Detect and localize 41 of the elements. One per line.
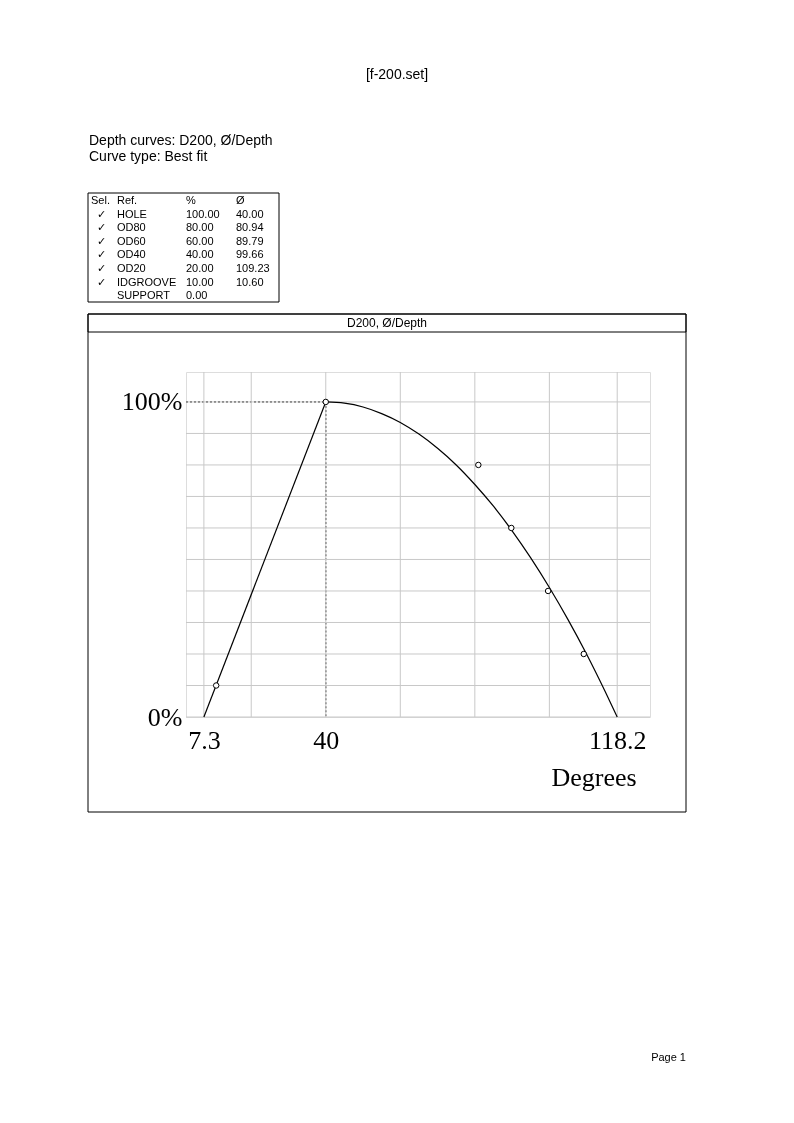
text: Depth curves: D200, Ø/Depth: [89, 132, 273, 148]
text: 109.23: [236, 262, 270, 274]
text: Page 1: [651, 1051, 686, 1063]
text: 10.60: [236, 275, 264, 288]
text: ✓: [97, 207, 106, 220]
text: SUPPORT: [117, 289, 171, 302]
text: 60.00: [186, 234, 214, 247]
text: ✓: [97, 248, 106, 261]
text: 80.94: [236, 221, 264, 234]
x-tick-label: 7.3: [188, 725, 221, 755]
text: Curve type: Best fit: [89, 148, 208, 164]
x-tick-label: 118.2: [588, 725, 647, 755]
text: Ref.: [117, 194, 138, 206]
x-tick-label: 40: [313, 725, 340, 755]
text: 20.00: [186, 262, 214, 274]
y-tick-label: 100%: [121, 387, 183, 417]
text: 40.00: [236, 207, 264, 220]
text: 100.00: [186, 207, 220, 220]
text: 89.79: [236, 234, 264, 247]
text: OD60: [117, 234, 146, 247]
text: ✓: [97, 262, 106, 274]
text: 80.00: [186, 221, 214, 234]
text: Sel.: [91, 194, 110, 206]
text: ✓: [97, 234, 106, 247]
text: ✓: [97, 275, 106, 288]
text: 99.66: [236, 248, 264, 261]
text: [f-200.set]: [365, 66, 429, 82]
text: 0.00: [186, 289, 208, 302]
y-tick-label: 0%: [147, 702, 183, 732]
text: 10.00: [186, 275, 214, 288]
text: OD80: [117, 221, 146, 234]
text: OD40: [117, 248, 146, 261]
text: IDGROOVE: [117, 275, 177, 288]
text: %: [186, 194, 196, 206]
chart-title: D200, Ø/Depth: [346, 316, 428, 330]
text: OD20: [117, 262, 146, 274]
text: HOLE: [117, 207, 147, 220]
text: ✓: [97, 221, 106, 234]
text: 40.00: [186, 248, 214, 261]
x-axis-title: Degrees: [551, 763, 637, 792]
text: Ø: [236, 194, 245, 206]
